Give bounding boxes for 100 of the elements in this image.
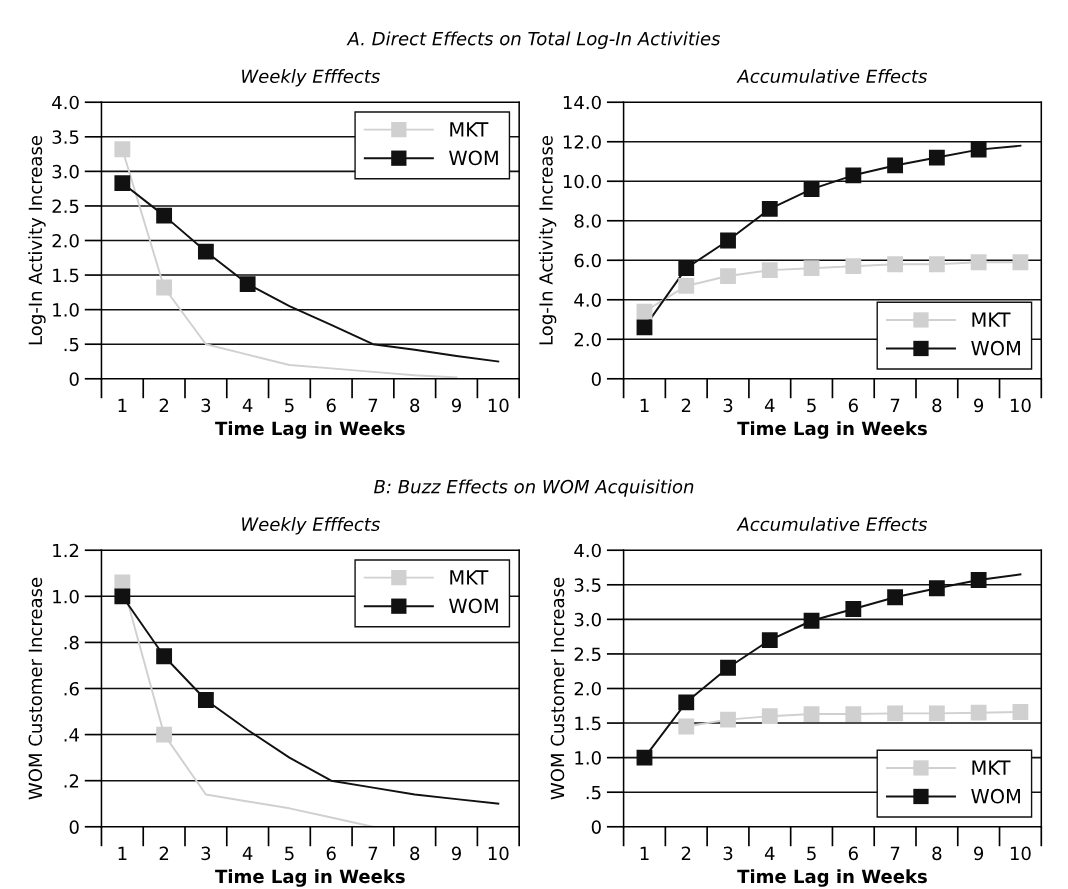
point [156, 726, 173, 743]
y-tick-label: 12.0 [563, 135, 601, 149]
x-tick-label: 6 [326, 846, 336, 861]
point [928, 256, 945, 273]
y-tick-label: 3.5 [574, 578, 601, 592]
point [156, 279, 173, 296]
y-tick-label: 2.5 [52, 199, 79, 214]
y-tick-label: 1.2 [53, 543, 79, 558]
x-tick-label: 9 [451, 398, 461, 413]
chart-title: A. Direct Effects on Total Log-In Activities [346, 31, 721, 49]
point [803, 260, 820, 277]
point [1012, 254, 1029, 271]
x-tick-label: 7 [890, 846, 900, 860]
x-tick-label: 4 [242, 398, 253, 412]
x-tick-label: 2 [159, 846, 169, 860]
x-tick-label: 6 [848, 846, 858, 861]
point [970, 254, 987, 271]
chart-title: B: Buzz Effects on WOM Acquisition [374, 479, 694, 497]
legend-label: MKT [450, 570, 489, 585]
x-tick-label: 2 [681, 846, 691, 860]
y-tick-label: 1.0 [53, 303, 79, 317]
x-tick-label: 8 [410, 398, 420, 413]
legend-label: WOM [449, 598, 498, 614]
x-tick-label: 9 [451, 846, 461, 861]
point [845, 706, 862, 722]
x-tick-label: 1 [640, 398, 649, 412]
x-tick-label: 5 [807, 398, 816, 413]
x-tick-label: 8 [932, 398, 942, 413]
y-tick-label: 14.0 [563, 95, 601, 110]
x-tick-label: 3 [201, 846, 211, 861]
y-tick-label: 10.0 [563, 174, 601, 189]
point [970, 141, 987, 158]
y-tick-label: 4.0 [52, 95, 79, 110]
y-tick-label: 2.0 [52, 233, 79, 248]
x-tick-label: 7 [890, 398, 900, 412]
legend-label: WOM [971, 340, 1020, 356]
point [1012, 704, 1029, 720]
y-tick-label: 4.0 [574, 293, 601, 307]
x-tick-label: 2 [681, 398, 691, 412]
y-tick-label: 2.0 [574, 332, 601, 347]
chart-subtitle: Weekly Efffects [242, 517, 380, 535]
y-axis-title: WOM Customer Increase [550, 577, 565, 800]
x-tick-label: 3 [723, 846, 733, 861]
point [678, 694, 695, 711]
point [156, 648, 173, 665]
y-tick-label: 0 [69, 372, 79, 386]
point [156, 207, 173, 224]
x-axis-title: Time Lag in Weeks [737, 421, 927, 439]
y-tick-label: .4 [64, 728, 79, 742]
x-tick-label: 9 [974, 846, 984, 861]
y-tick-label: 0 [591, 372, 601, 386]
point [114, 175, 131, 192]
x-tick-label: 8 [410, 846, 420, 861]
point [761, 708, 778, 725]
point [197, 692, 214, 708]
y-tick-label: 1.0 [575, 751, 601, 765]
x-tick-label: 7 [368, 846, 378, 860]
y-tick-label: .2 [64, 774, 79, 788]
point [928, 149, 945, 166]
x-tick-label: 8 [932, 846, 942, 861]
point [845, 601, 862, 617]
point [887, 589, 904, 606]
point [636, 303, 653, 320]
y-tick-label: 6.0 [574, 253, 601, 268]
legend-label: MKT [450, 122, 489, 137]
y-tick-label: 4.0 [574, 543, 601, 558]
y-tick-label: 3.5 [52, 130, 79, 144]
point [678, 718, 695, 735]
x-axis-title: Time Lag in Weeks [215, 421, 405, 439]
point [720, 711, 736, 728]
y-tick-label: 1.5 [53, 268, 79, 283]
x-axis-title: Time Lag in Weeks [215, 869, 405, 887]
point [845, 258, 862, 275]
point [114, 141, 131, 158]
x-tick-label: 5 [285, 398, 294, 413]
x-tick-label: 5 [807, 846, 816, 861]
x-tick-label: 2 [159, 398, 169, 412]
point [678, 260, 695, 277]
x-tick-label: 1 [118, 846, 127, 860]
x-tick-label: 6 [848, 398, 858, 413]
y-tick-label: .5 [64, 337, 79, 352]
x-tick-label: 6 [326, 398, 336, 413]
legend-label: WOM [971, 788, 1020, 804]
point [887, 256, 904, 273]
x-tick-label: 3 [201, 398, 211, 413]
x-tick-label: 4 [764, 846, 775, 860]
y-tick-label: 1.0 [53, 589, 79, 604]
point [928, 580, 945, 597]
chart-subtitle: Accumulative Effects [736, 517, 928, 532]
point [239, 276, 256, 292]
x-tick-label: 10 [488, 846, 509, 861]
chart-subtitle: Accumulative Effects [736, 69, 928, 84]
y-tick-label: 2.5 [574, 647, 601, 662]
point [803, 181, 820, 198]
point [845, 167, 862, 184]
point [970, 704, 987, 721]
legend-label: MKT [972, 760, 1011, 775]
point [720, 232, 736, 249]
point [761, 632, 778, 649]
x-tick-label: 10 [1010, 398, 1031, 413]
